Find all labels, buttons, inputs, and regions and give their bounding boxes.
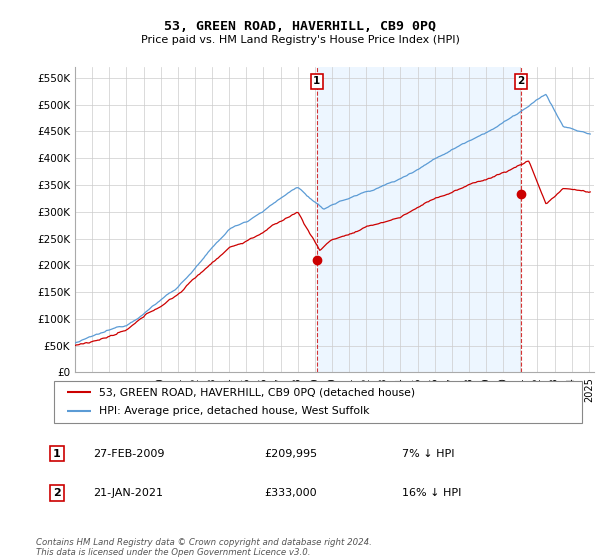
Text: Contains HM Land Registry data © Crown copyright and database right 2024.
This d: Contains HM Land Registry data © Crown c… [36, 538, 372, 557]
Text: 53, GREEN ROAD, HAVERHILL, CB9 0PQ (detached house): 53, GREEN ROAD, HAVERHILL, CB9 0PQ (deta… [99, 387, 415, 397]
Text: 21-JAN-2021: 21-JAN-2021 [93, 488, 163, 498]
Text: 1: 1 [53, 449, 61, 459]
Text: 27-FEB-2009: 27-FEB-2009 [93, 449, 164, 459]
Text: 53, GREEN ROAD, HAVERHILL, CB9 0PQ: 53, GREEN ROAD, HAVERHILL, CB9 0PQ [164, 20, 436, 32]
FancyBboxPatch shape [54, 381, 582, 423]
Bar [317, 67, 521, 372]
Text: HPI: Average price, detached house, West Suffolk: HPI: Average price, detached house, West… [99, 407, 370, 417]
Text: 1: 1 [313, 76, 320, 86]
Text: £333,000: £333,000 [264, 488, 317, 498]
Text: 2: 2 [518, 76, 525, 86]
Text: Price paid vs. HM Land Registry's House Price Index (HPI): Price paid vs. HM Land Registry's House … [140, 35, 460, 45]
Text: £209,995: £209,995 [264, 449, 317, 459]
Text: 2: 2 [53, 488, 61, 498]
Text: 7% ↓ HPI: 7% ↓ HPI [402, 449, 455, 459]
Text: 16% ↓ HPI: 16% ↓ HPI [402, 488, 461, 498]
